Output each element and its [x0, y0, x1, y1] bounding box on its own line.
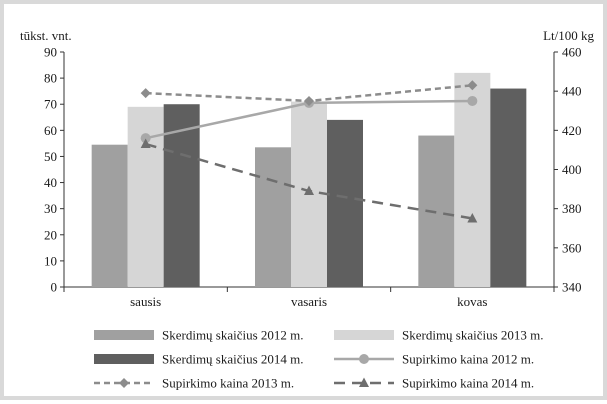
left-tick-label: 80 — [44, 71, 57, 86]
series-point — [140, 138, 151, 149]
x-tick-label: sausis — [130, 294, 161, 309]
bar — [255, 147, 291, 287]
left-tick-label: 0 — [51, 280, 58, 295]
right-tick-label: 380 — [562, 201, 582, 216]
series-point — [467, 212, 478, 223]
x-tick-label: vasaris — [291, 294, 327, 309]
left-tick-label: 40 — [44, 175, 57, 190]
axes: 0 10 20 30 40 50 60 70 80 90 340 360 380 400 420 440 460… — [44, 45, 582, 310]
legend-label: Skerdimų skaičius 2013 m. — [402, 328, 544, 343]
bars — [91, 72, 527, 287]
legend: Skerdimų skaičius 2012 m. Skerdimų skaiči… — [94, 328, 544, 391]
legend-swatch — [94, 330, 154, 340]
series-point — [304, 185, 314, 196]
left-tick-label: 10 — [44, 253, 57, 268]
legend-marker — [119, 378, 129, 388]
right-axis-label: Lt/100 kg — [543, 28, 594, 43]
right-tick-label: 360 — [562, 240, 582, 255]
left-tick-label: 90 — [44, 45, 57, 60]
legend-label: Supirkimo kaina 2014 m. — [402, 376, 534, 391]
right-tick-label: 400 — [562, 162, 582, 177]
bar — [327, 119, 363, 287]
left-tick-label: 30 — [44, 201, 57, 216]
series-point — [467, 95, 478, 106]
bar — [91, 144, 128, 287]
series-point — [304, 95, 314, 106]
legend-swatch — [94, 354, 154, 364]
right-tick-label: 440 — [562, 84, 582, 99]
bar — [490, 88, 527, 287]
right-tick-label: 460 — [562, 45, 582, 60]
bar — [454, 72, 491, 287]
legend-label: Supirkimo kaina 2012 m. — [402, 352, 534, 367]
lines — [140, 80, 478, 223]
x-tick-label: kovas — [457, 294, 487, 309]
left-tick-label: 60 — [44, 123, 57, 138]
legend-label: Skerdimų skaičius 2014 m. — [162, 352, 304, 367]
legend-swatch — [334, 330, 394, 340]
bar — [163, 104, 200, 287]
left-tick-label: 70 — [44, 97, 57, 112]
series-point — [140, 88, 151, 99]
left-axis-label: tūkst. vnt. — [20, 28, 72, 43]
left-tick-label: 50 — [44, 149, 57, 164]
left-tick-label: 20 — [44, 227, 57, 242]
chart-svg: tūkst. vnt. Lt/100 kg 0 10 20 30 40 50 60 70 80 9… — [20, 28, 594, 391]
legend-label: Skerdimų skaičius 2012 m. — [162, 328, 304, 343]
right-tick-label: 420 — [562, 123, 582, 138]
legend-marker — [359, 354, 369, 364]
legend-marker — [359, 377, 369, 387]
legend-label: Supirkimo kaina 2013 m. — [162, 376, 294, 391]
right-tick-label: 340 — [562, 280, 582, 295]
series-point — [467, 80, 478, 91]
series-point — [140, 133, 151, 144]
